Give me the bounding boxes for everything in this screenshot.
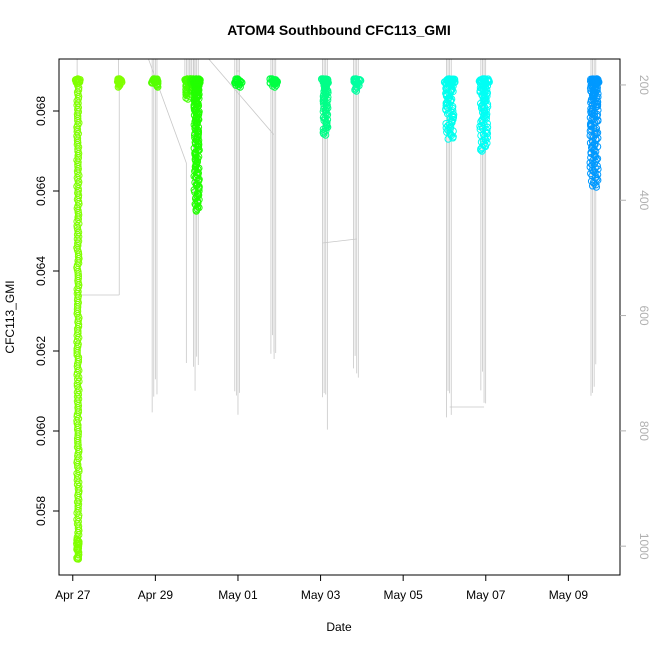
data-point [71,76,80,84]
data-point [475,77,484,85]
data-point [114,75,122,83]
transit-trace [322,238,357,244]
data-point [355,76,364,84]
data-point [151,77,159,86]
data-point [586,127,595,135]
data-point [589,110,597,118]
data-point [191,163,200,171]
data-point [591,147,600,156]
y2-tick-label: 1000 [637,533,650,560]
chart-title: ATOM4 Southbound CFC113_GMI [227,22,451,38]
data-point [191,151,199,159]
y-axis-label: CFC113_GMI [3,280,17,353]
data-point [483,139,491,147]
data-point [270,77,278,85]
x-tick-label: May 09 [549,588,589,602]
transit-trace [208,58,275,136]
data-point [319,113,328,122]
data-point [192,207,201,215]
y-axis: 0.058 0.060 0.062 0.064 0.066 0.068 [34,96,59,526]
data-point [266,75,274,83]
x-tick-label: May 05 [383,588,423,602]
data-point [324,78,332,87]
data-point [480,94,488,103]
data-point [73,554,82,563]
x-axis: Apr 27 Apr 29 May 01 May 03 May 05 May 07 May … [55,575,588,602]
data-point [75,77,84,85]
y2-axis: 200 400 600 800 1000 [620,75,650,560]
data-point [444,135,452,143]
y2-tick-label: 800 [637,421,650,441]
data-point [193,77,202,86]
data-point [73,476,81,484]
y-tick-label: 0.058 [34,496,48,526]
data-point [441,78,449,87]
data-point [586,159,594,167]
x-tick-label: May 03 [301,588,341,602]
data-point [485,78,493,86]
data-point [233,76,241,84]
x-tick-label: Apr 29 [138,588,174,602]
data-point [477,146,485,154]
y-tick-label: 0.062 [34,336,48,366]
data-point [352,87,361,95]
data-point [182,90,190,99]
plot-frame [58,58,621,576]
data-point [195,187,203,195]
y-tick-label: 0.060 [34,416,48,446]
data-point [350,75,358,83]
data-point [588,182,597,190]
data-point [73,543,82,552]
data-point [73,371,81,379]
y2-tick-label: 600 [637,306,650,326]
data-point [449,134,457,142]
x-tick-label: May 01 [218,588,258,602]
data-point [593,75,602,84]
data-point [478,147,486,155]
data-point [593,162,601,170]
x-tick-label: Apr 27 [55,588,91,602]
data-point [73,536,81,544]
data-point [450,75,459,84]
data-points [71,75,603,563]
y2-tick-label: 200 [637,75,650,95]
data-point [182,94,190,102]
data-point [592,183,601,191]
data-point [189,76,197,84]
data-point [442,124,450,132]
data-point [587,169,595,178]
y2-tick-label: 400 [637,190,650,210]
y-tick-label: 0.066 [34,176,48,206]
data-point [73,546,82,555]
data-point [273,77,282,86]
data-point [320,130,328,138]
data-point [323,75,332,84]
x-axis-label: Date [326,620,352,634]
data-point [593,102,602,110]
y-tick-label: 0.068 [34,96,48,126]
y-tick-label: 0.064 [34,256,48,286]
x-tick-label: May 07 [466,588,506,602]
data-point [321,131,330,139]
data-point [351,86,359,94]
